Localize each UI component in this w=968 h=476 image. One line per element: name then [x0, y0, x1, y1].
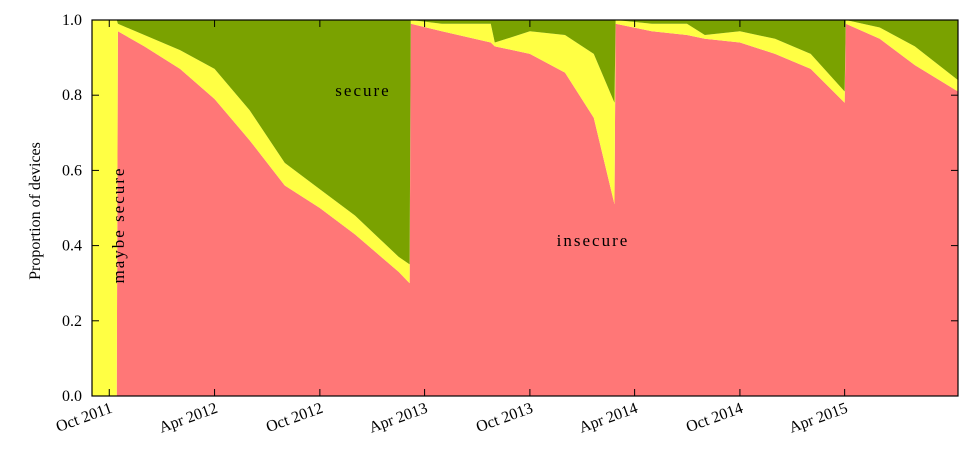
y-tick-label: 0.6	[62, 162, 82, 179]
x-tick-label: Apr 2015	[787, 400, 850, 437]
y-tick-label: 0.8	[62, 87, 82, 104]
region-label-secure: secure	[335, 81, 390, 100]
region-label-maybe-secure: maybe secure	[109, 167, 128, 284]
region-label-insecure: insecure	[557, 231, 630, 250]
x-tick-label: Oct 2014	[684, 400, 745, 436]
area-maybe-secure	[92, 20, 958, 396]
area-secure	[92, 20, 958, 265]
plot-frame	[91, 19, 959, 397]
y-tick-label: 0.4	[62, 238, 82, 255]
area-layers	[92, 20, 958, 396]
y-tick-label: 0.0	[62, 388, 82, 405]
y-axis-title: Proportion of devices	[27, 142, 44, 280]
x-tick-label: Apr 2014	[577, 400, 640, 437]
x-tick-label: Apr 2013	[367, 400, 430, 437]
x-tick-label: Oct 2011	[54, 400, 115, 436]
y-tick-label: 0.2	[62, 313, 82, 330]
x-tick-label: Oct 2013	[474, 400, 535, 436]
area-insecure	[92, 23, 958, 396]
x-tick-label: Apr 2012	[157, 400, 220, 437]
x-tick-label: Oct 2012	[264, 400, 325, 436]
y-tick-label: 1.0	[62, 12, 82, 29]
